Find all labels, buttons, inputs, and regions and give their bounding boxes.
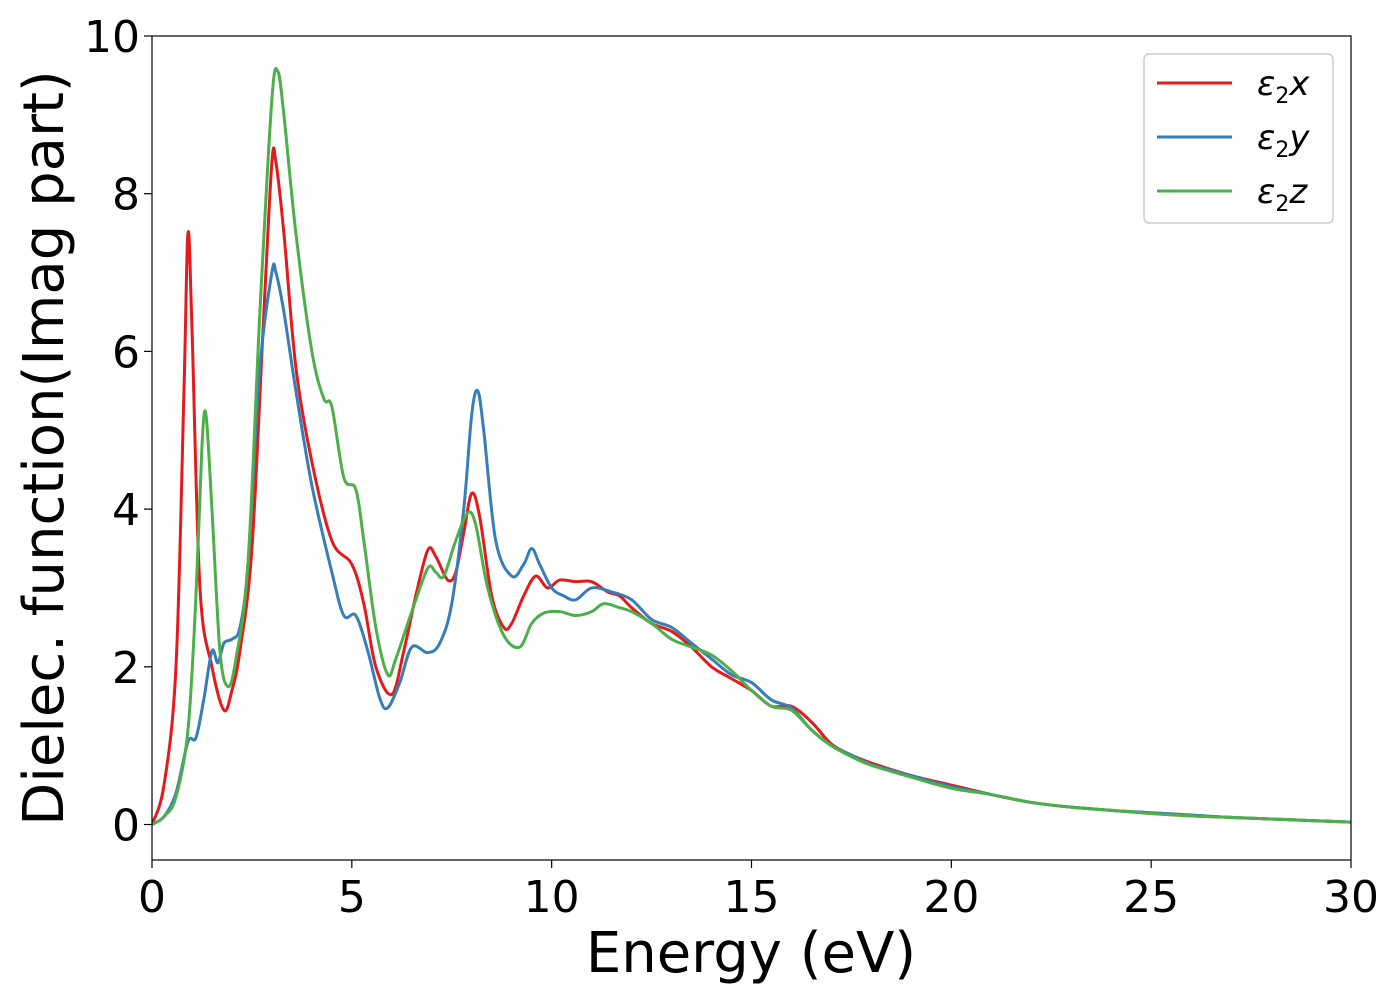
x-axis-label: Energy (eV)	[586, 921, 916, 986]
x-tick-label: 10	[524, 872, 580, 923]
y-axis-label: Dielec. function(Imag part)	[12, 70, 77, 826]
legend-label-y: ε2y	[1257, 118, 1310, 163]
legend-frame	[1143, 53, 1334, 224]
y-tick-label: 8	[112, 170, 140, 221]
x-tick-label: 5	[338, 872, 366, 923]
y-tick-label: 6	[112, 327, 140, 378]
legend: ε2x ε2y ε2z	[1143, 53, 1334, 224]
x-tick-label: 0	[138, 872, 166, 923]
legend-label-x: ε2x	[1257, 64, 1310, 109]
y-tick-label: 10	[84, 12, 140, 63]
y-tick-label: 2	[112, 643, 140, 694]
x-tick-label: 20	[923, 872, 979, 923]
series-line-z	[152, 66, 1351, 826]
series-layer	[152, 66, 1351, 826]
x-tick-label: 25	[1123, 872, 1179, 923]
y-tick-label: 0	[112, 801, 140, 852]
x-tick-label: 30	[1323, 872, 1379, 923]
y-tick-label: 4	[112, 485, 140, 536]
legend-label-z: ε2z	[1257, 172, 1308, 217]
x-axis: 0 5 10 15 20 25 30	[138, 860, 1379, 923]
x-tick-label: 15	[724, 872, 780, 923]
plot-area	[152, 66, 1351, 826]
y-axis: 0 2 4 6 8 10	[84, 12, 152, 852]
